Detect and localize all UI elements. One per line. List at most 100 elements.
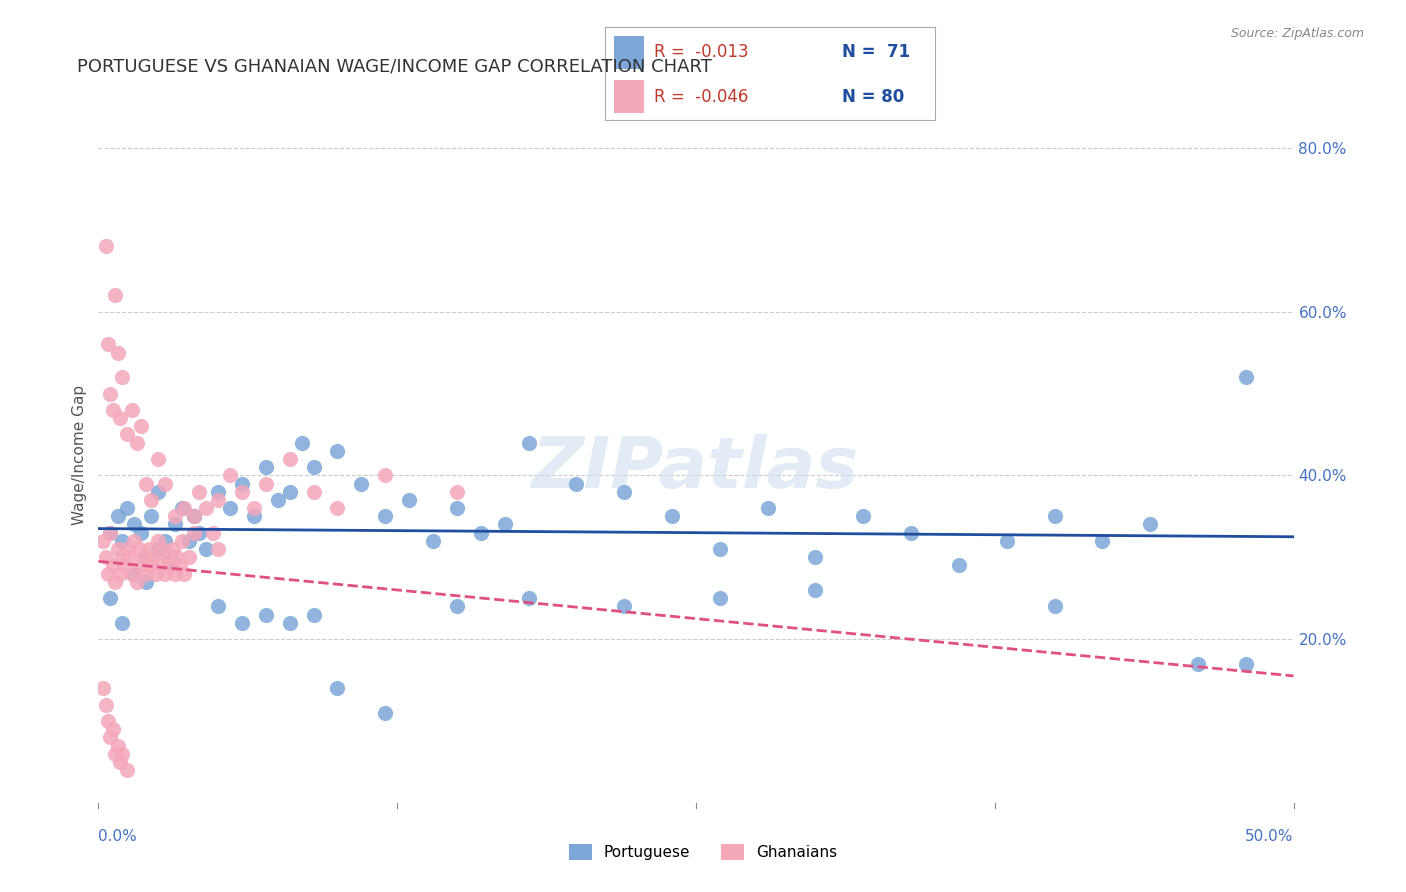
- Point: [183, 509, 205, 524]
- Point: [302, 460, 325, 475]
- Point: [111, 747, 134, 761]
- Point: [948, 558, 970, 573]
- Point: [207, 484, 229, 499]
- Point: [115, 501, 138, 516]
- Text: PORTUGUESE VS GHANAIAN WAGE/INCOME GAP CORRELATION CHART: PORTUGUESE VS GHANAIAN WAGE/INCOME GAP C…: [77, 58, 713, 76]
- Point: [104, 747, 127, 761]
- Point: [107, 542, 129, 557]
- Point: [162, 542, 184, 557]
- Point: [114, 558, 136, 573]
- Point: [142, 550, 165, 565]
- Point: [446, 501, 468, 516]
- Point: [148, 533, 170, 548]
- Point: [995, 533, 1018, 548]
- Point: [302, 607, 325, 622]
- Point: [267, 492, 290, 507]
- Point: [302, 484, 325, 499]
- Point: [132, 550, 155, 565]
- Point: [231, 615, 253, 630]
- Point: [98, 525, 122, 540]
- Point: [101, 722, 124, 736]
- Point: [183, 525, 205, 540]
- Point: [131, 558, 153, 573]
- Point: [124, 517, 146, 532]
- Point: [374, 468, 396, 483]
- Point: [172, 533, 194, 548]
- Point: [207, 492, 229, 507]
- Point: [111, 370, 134, 384]
- Point: [138, 542, 160, 557]
- Point: [115, 763, 138, 777]
- Point: [254, 476, 277, 491]
- Point: [326, 443, 349, 458]
- Point: [422, 533, 444, 548]
- Point: [148, 542, 170, 557]
- Point: [148, 484, 170, 499]
- Point: [326, 501, 349, 516]
- Point: [326, 681, 349, 696]
- Point: [517, 591, 540, 606]
- Point: [219, 501, 242, 516]
- Point: [470, 525, 492, 540]
- Point: [169, 558, 191, 573]
- Point: [1234, 657, 1257, 671]
- Point: [159, 550, 181, 565]
- Point: [278, 615, 301, 630]
- Point: [183, 509, 205, 524]
- Point: [166, 550, 188, 565]
- Point: [108, 755, 131, 769]
- Point: [115, 427, 138, 442]
- Point: [350, 476, 373, 491]
- Point: [1043, 599, 1066, 614]
- Point: [207, 599, 229, 614]
- Point: [231, 484, 253, 499]
- Point: [163, 566, 186, 581]
- Point: [125, 574, 148, 589]
- Point: [194, 542, 218, 557]
- Point: [121, 403, 143, 417]
- Point: [187, 484, 209, 499]
- Text: 0.0%: 0.0%: [98, 829, 138, 844]
- Point: [108, 411, 131, 425]
- Point: [111, 615, 134, 630]
- Point: [107, 739, 129, 753]
- Point: [111, 550, 134, 565]
- Point: [98, 525, 122, 540]
- Point: [104, 574, 127, 589]
- Point: [254, 460, 277, 475]
- Point: [139, 492, 162, 507]
- Point: [135, 476, 157, 491]
- Point: [1234, 370, 1257, 384]
- Point: [125, 435, 148, 450]
- Point: [98, 731, 122, 745]
- Point: [139, 558, 162, 573]
- Point: [121, 566, 143, 581]
- Point: [107, 345, 129, 359]
- Point: [494, 517, 516, 532]
- Point: [900, 525, 922, 540]
- Point: [852, 509, 875, 524]
- Point: [374, 509, 396, 524]
- Point: [804, 550, 827, 565]
- Point: [613, 484, 636, 499]
- Point: [278, 484, 301, 499]
- Point: [243, 509, 266, 524]
- Point: [202, 525, 225, 540]
- Point: [107, 509, 129, 524]
- Point: [1139, 517, 1161, 532]
- Point: [159, 558, 181, 573]
- Point: [135, 566, 157, 581]
- Point: [131, 525, 153, 540]
- Point: [108, 566, 131, 581]
- Point: [124, 566, 146, 581]
- Point: [183, 509, 205, 524]
- Point: [156, 550, 179, 565]
- Point: [231, 476, 253, 491]
- Point: [155, 533, 177, 548]
- Point: [278, 452, 301, 467]
- Point: [254, 607, 277, 622]
- Point: [148, 452, 170, 467]
- Point: [94, 698, 117, 712]
- Point: [131, 419, 153, 434]
- Text: N =  71: N = 71: [842, 43, 911, 61]
